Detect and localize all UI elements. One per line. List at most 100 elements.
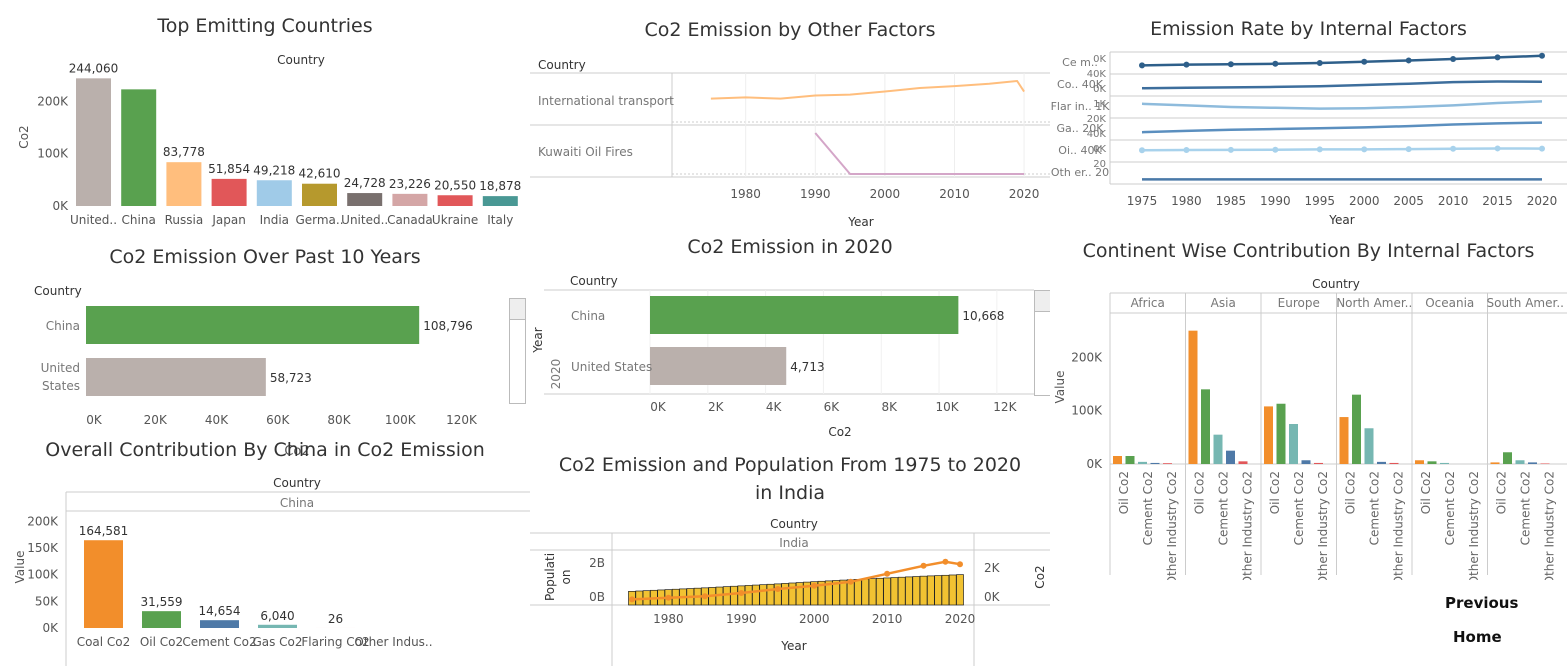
home-button[interactable]: Home — [1453, 628, 1502, 646]
china-xtick: Cement Co2 — [182, 635, 256, 649]
rate-series-point — [1539, 145, 1545, 152]
india-header: Country — [770, 517, 818, 531]
india-population-bar — [781, 583, 789, 606]
india-co2-point — [811, 582, 818, 589]
y2020-header: Country — [570, 274, 618, 288]
china-ytick: 50K — [35, 594, 59, 608]
rate-xtick: 1990 — [1260, 194, 1291, 208]
rate-series-point — [1405, 146, 1412, 153]
continent-bar — [1314, 462, 1323, 464]
continent-cat-label: Oil Co2 — [1117, 471, 1131, 514]
continent-ytick: 0K — [1086, 457, 1103, 471]
top-bar-label: 24,728 — [344, 176, 386, 190]
china-xtick: Gas Co2 — [252, 635, 302, 649]
continent-bar — [1528, 462, 1537, 464]
rate-xtick: 2015 — [1482, 194, 1513, 208]
rate-axis-value: 40K — [1087, 129, 1107, 140]
top-xtick: Italy — [487, 213, 513, 227]
other-factors-panel: Co2 Emission by Other Factors Country Int… — [530, 0, 1050, 235]
continent-group-label: Asia — [1211, 296, 1236, 310]
continent-bar — [1226, 450, 1235, 464]
past10-scroll-thumb[interactable] — [510, 299, 525, 320]
top-xtick: Russia — [165, 213, 204, 227]
y2020-yheader: Year — [531, 327, 545, 353]
continent-bar — [1415, 460, 1424, 464]
top-bar — [482, 196, 518, 206]
india-population-bar — [722, 586, 731, 606]
china-bar-label: 14,654 — [199, 604, 241, 618]
china-title: Overall Contribution By China in Co2 Emi… — [45, 439, 485, 461]
top-xtick: China — [122, 213, 156, 227]
top-xtick: India — [260, 213, 289, 227]
india-population-bar — [956, 574, 964, 606]
y2020-xtick: 2K — [708, 400, 725, 414]
continent-bar — [1289, 424, 1298, 464]
rate-series-point — [1316, 60, 1323, 66]
previous-button[interactable]: Previous — [1445, 594, 1519, 612]
india-population-bar — [766, 583, 775, 606]
top-xtick: United.. — [70, 213, 117, 227]
continent-cat-label: Oil Co2 — [1268, 471, 1282, 514]
continent-cat-label: Cement Co2 — [1443, 471, 1457, 545]
continent-bar — [1440, 462, 1449, 464]
continent-ylabel: Value — [1053, 371, 1067, 404]
past10-xtick: 120K — [446, 413, 478, 427]
india-population-bar — [759, 584, 768, 606]
china-header: Country — [273, 476, 321, 490]
rate-row-label: Flar in.. 1K — [1051, 100, 1111, 113]
other-xtick: 2020 — [1009, 187, 1040, 201]
emission-rate-title: Emission Rate by Internal Factors — [1150, 18, 1467, 40]
rate-axis-value: 1K — [1093, 99, 1106, 110]
india-ytick-right: 0K — [984, 590, 1001, 604]
rate-xtick: 2000 — [1349, 194, 1380, 208]
y2020-xtick: 0K — [650, 400, 667, 414]
india-population-bar — [948, 574, 957, 606]
rate-series-point — [1539, 52, 1545, 59]
india-population-bar — [926, 575, 935, 606]
china-bar — [200, 620, 239, 628]
china-ylabel: Value — [13, 551, 27, 584]
continent-cat-label: Oil Co2 — [1419, 471, 1433, 514]
year2020-title: Co2 Emission in 2020 — [687, 236, 893, 258]
continent-bar — [1352, 394, 1361, 464]
continent-bar — [1125, 456, 1135, 464]
india-population-bar — [883, 577, 891, 606]
y2020-bar-label: 10,668 — [962, 309, 1004, 323]
continent-chart: Country Value 200K 100K 0K Africa Oil Co2 Cemen… — [1053, 277, 1567, 580]
top-ytick: 100K — [37, 147, 69, 161]
year2020-scroll-thumb[interactable] — [1035, 291, 1050, 312]
continent-cat-label: Cement Co2 — [1368, 471, 1382, 545]
top-bar — [392, 193, 428, 206]
rate-xtick: 1985 — [1216, 194, 1247, 208]
past10-scrollbar[interactable] — [509, 298, 526, 404]
top-ytick: 0K — [52, 199, 69, 213]
top-bar — [302, 183, 337, 206]
top-emitting-title: Top Emitting Countries — [157, 15, 373, 37]
year2020-scrollbar[interactable] — [1034, 290, 1050, 396]
india-population-bar — [730, 585, 738, 606]
top-emitting-panel: Top Emitting Countries Country Co2 200K 100… — [0, 0, 530, 235]
continent-ytick: 100K — [1071, 404, 1103, 418]
rate-series-point — [1272, 146, 1279, 153]
top-bar — [166, 162, 202, 206]
china-bar — [84, 540, 123, 628]
other-factors-title: Co2 Emission by Other Factors — [644, 19, 936, 41]
past10-xtick: 0K — [86, 413, 103, 427]
china-ytick: 100K — [27, 568, 59, 582]
continent-cat-label: Other Industry Co2 — [1392, 471, 1406, 580]
india-xtick: 2010 — [872, 612, 903, 626]
india-population-bar — [912, 576, 921, 606]
rate-series-point — [1139, 62, 1145, 69]
rate-axis-value: 40K — [1087, 69, 1107, 80]
continent-cat-label: Other Industry Co2 — [1543, 471, 1557, 580]
other-series-line — [710, 79, 1025, 100]
rate-series-point — [1494, 54, 1501, 61]
india-ylabel-left: Populati — [543, 553, 557, 601]
continent-group-label: Europe — [1278, 296, 1320, 310]
rate-xtick: 2010 — [1438, 194, 1469, 208]
past10-header: Country — [34, 284, 82, 298]
india-population-bar — [890, 577, 899, 606]
rate-xtick: 1980 — [1171, 194, 1202, 208]
y2020-xtick: 4K — [766, 400, 783, 414]
rate-xlabel: Year — [1328, 213, 1354, 227]
